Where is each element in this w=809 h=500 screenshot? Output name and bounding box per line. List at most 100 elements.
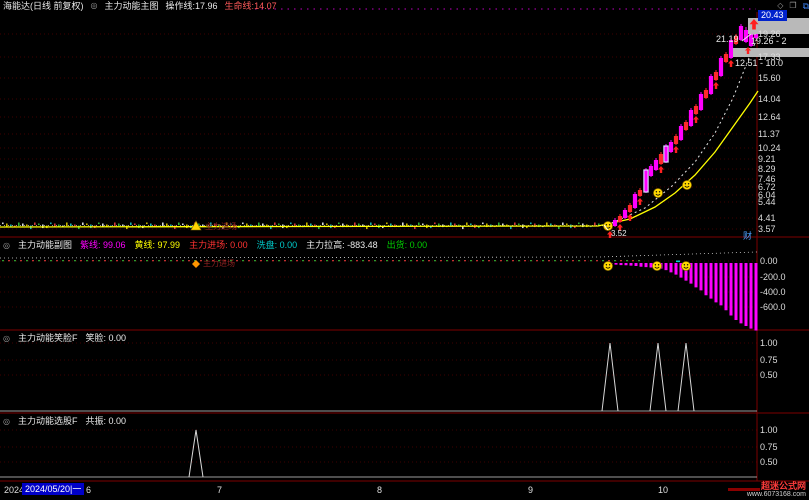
candlestick <box>693 106 699 114</box>
panel2-tick <box>386 260 388 262</box>
main-indicator-title: 主力动能主图 <box>104 1 159 11</box>
panel2-tick <box>380 260 382 262</box>
panel4-field: 共振: 0.00 <box>85 416 127 426</box>
panel3-field: 笑脸: 0.00 <box>85 333 127 343</box>
panel2-tick <box>176 260 178 262</box>
panel2-tick <box>470 260 472 262</box>
flat-tick <box>470 223 472 226</box>
flat-tick <box>226 222 228 226</box>
flat-tick <box>438 223 440 228</box>
panel2-tick <box>230 260 232 262</box>
panel2-tick <box>236 260 238 262</box>
panel2-tick <box>338 260 340 262</box>
flat-tick <box>222 225 224 230</box>
panel2-tick <box>416 260 418 262</box>
watermark-url: www.6073168.com <box>746 491 806 498</box>
panel2-tick <box>524 260 526 262</box>
panel2-tick <box>248 260 250 262</box>
measure-box-1 <box>748 18 809 34</box>
histogram-bar <box>644 263 648 268</box>
candlestick <box>748 30 754 46</box>
up-arrow-marker <box>745 47 751 54</box>
diamond-icon[interactable]: ◇ <box>777 1 784 10</box>
flat-tick <box>298 224 300 228</box>
flat-tick <box>242 222 244 225</box>
flat-tick <box>66 222 68 227</box>
panel3-collapse-icon[interactable]: ◎ <box>3 334 10 343</box>
flat-tick <box>406 223 408 227</box>
flat-tick <box>130 222 132 226</box>
panel2-tick <box>536 260 538 262</box>
smiley-mouth <box>655 193 661 196</box>
flat-tick <box>214 223 216 227</box>
panel2-tick <box>428 260 430 262</box>
panel2-tick <box>50 260 52 262</box>
smiley-mouth <box>605 266 611 269</box>
up-arrow-marker <box>607 231 613 238</box>
panel2-tick <box>326 260 328 262</box>
flat-tick <box>230 223 232 226</box>
flat-tick <box>562 222 564 226</box>
smiley-marker-icon <box>603 221 613 231</box>
flat-tick <box>294 223 296 228</box>
panel2-title: 主力动能副图 <box>17 240 72 250</box>
panel2-tick <box>314 260 316 262</box>
panel4-header: ◎ 主力动能选股F 共振: 0.00 <box>3 416 126 427</box>
panel2-tick <box>458 260 460 262</box>
flat-tick <box>278 223 280 226</box>
flat-tick <box>342 223 344 228</box>
smiley-marker-icon <box>603 261 613 271</box>
panel2-tick <box>452 260 454 262</box>
smiley-eye <box>684 183 687 185</box>
panel2-collapse-icon[interactable]: ◎ <box>3 241 10 250</box>
candlestick <box>643 169 649 193</box>
flat-tick <box>198 223 200 228</box>
flat-tick <box>26 224 28 227</box>
flat-tick <box>14 225 16 228</box>
panel2-tick <box>440 260 442 262</box>
flat-tick <box>70 223 72 227</box>
panel2-tick <box>404 260 406 262</box>
grid-blue-icon[interactable]: ⧉ <box>802 1 809 11</box>
flat-tick <box>218 224 220 227</box>
flat-tick <box>366 225 368 230</box>
flat-tick <box>370 222 372 226</box>
panel2-tick <box>92 260 94 262</box>
flat-tick <box>74 224 76 227</box>
flat-tick <box>314 224 316 227</box>
panel2-tick <box>182 260 184 262</box>
histogram-bar <box>734 263 738 320</box>
smiley-eye <box>686 264 689 266</box>
panel2-entry-icon <box>192 260 200 268</box>
window-icon[interactable]: ❐ <box>789 1 797 10</box>
flat-tick <box>566 223 568 226</box>
flat-tick <box>18 222 20 227</box>
panel2-tick <box>284 260 286 262</box>
smiley-eye <box>655 191 658 193</box>
smiley-marker-icon <box>681 261 691 271</box>
corner-blue-label: 财 <box>743 231 753 241</box>
flat-tick <box>166 223 168 227</box>
candlestick <box>663 145 669 163</box>
panel4-collapse-icon[interactable]: ◎ <box>3 417 10 426</box>
histogram-bar <box>714 263 718 303</box>
flat-tick <box>50 222 52 225</box>
panel2-tick <box>158 260 160 262</box>
flat-tick <box>374 223 376 226</box>
panel2-tick <box>212 260 214 262</box>
flat-tick <box>450 222 452 227</box>
up-arrow-marker <box>673 146 679 153</box>
up-arrow-marker <box>693 116 699 123</box>
flat-tick <box>22 223 24 227</box>
flat-tick <box>390 223 392 228</box>
panel2-tick <box>638 260 640 262</box>
panel2-tick <box>542 260 544 262</box>
candlestick <box>637 190 643 196</box>
panel2-tick <box>560 260 562 262</box>
indicator-collapse-icon[interactable]: ◎ <box>90 1 98 10</box>
flat-tick <box>546 222 548 227</box>
candlestick <box>653 160 659 170</box>
flat-tick <box>162 222 164 227</box>
panel2-tick <box>218 260 220 262</box>
panel2-tick <box>632 260 634 262</box>
